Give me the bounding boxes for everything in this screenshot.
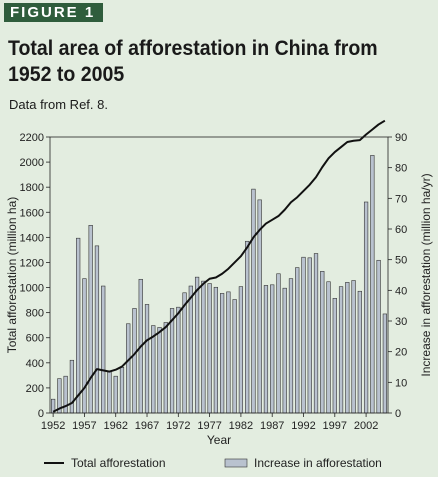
bar-2001: [357, 290, 362, 414]
bar-1996: [326, 281, 331, 414]
bar-1998: [338, 286, 344, 414]
left-tick-label: 1800: [20, 182, 44, 194]
legend-label-increase: Increase in afforestation: [254, 456, 382, 470]
left-tick-label: 1000: [20, 283, 44, 295]
bar-1963: [119, 367, 125, 414]
left-axis-title: Total afforestation (million ha): [5, 197, 19, 354]
bar-1992: [301, 256, 306, 414]
right-tick-label: 10: [395, 377, 407, 389]
bar-1961: [107, 371, 112, 414]
right-tick-label: 70: [395, 193, 407, 205]
right-tick-label: 50: [395, 255, 407, 267]
legend-label-total: Total afforestation: [71, 456, 166, 470]
x-tick-label: 1992: [291, 420, 315, 432]
left-tick-label: 1600: [20, 207, 44, 219]
bar-1964: [126, 323, 131, 414]
bar-1957: [82, 278, 87, 414]
x-tick-label: 2002: [354, 420, 378, 432]
bar-1986: [263, 285, 269, 414]
bar-1968: [151, 325, 156, 414]
left-tick-label: 0: [38, 408, 44, 420]
legend-bar-swatch: [224, 458, 248, 468]
bar-1987: [270, 284, 275, 414]
bar-2000: [351, 280, 356, 414]
bar-1979: [220, 293, 225, 414]
legend: Total afforestation Increase in afforesta…: [44, 456, 382, 470]
bar-1958: [88, 225, 93, 414]
bar-1959: [94, 245, 100, 414]
left-tick-label: 2200: [20, 132, 44, 144]
bar-1965: [132, 308, 137, 414]
bar-2003: [370, 155, 375, 414]
left-tick-label: 2000: [20, 157, 44, 169]
left-tick-label: 200: [26, 383, 44, 395]
chart-subtitle: Data from Ref. 8.: [9, 97, 108, 112]
x-tick-label: 1977: [197, 420, 221, 432]
right-tick-label: 40: [395, 285, 407, 297]
right-tick-label: 0: [395, 408, 401, 420]
right-tick-label: 60: [395, 224, 407, 236]
axes-layer: [46, 136, 392, 417]
x-tick-label: 1957: [72, 420, 96, 432]
bar-1981: [232, 299, 237, 414]
bar-1976: [201, 280, 206, 414]
bar-1995: [320, 271, 325, 414]
bar-1991: [295, 267, 300, 414]
bar-1977: [207, 283, 212, 414]
bar-2002: [363, 201, 369, 414]
x-tick-label: 1997: [323, 420, 347, 432]
bar-1974: [188, 285, 193, 414]
bar-1980: [226, 291, 231, 414]
bar-1956: [76, 237, 81, 414]
bar-2004: [376, 259, 381, 414]
plot-frame: [49, 136, 389, 414]
x-tick-label: 1967: [135, 420, 159, 432]
left-tick-label: 600: [26, 333, 44, 345]
x-tick-label: 1987: [260, 420, 284, 432]
left-tick-label: 800: [26, 308, 44, 320]
right-tick-label: 80: [395, 163, 407, 175]
bar-1982: [238, 286, 244, 414]
bar-1984: [251, 188, 256, 414]
right-tick-label: 20: [395, 347, 407, 359]
bars-layer: [51, 155, 387, 414]
bar-1973: [182, 292, 187, 414]
bar-1962: [113, 375, 118, 414]
bar-1972: [176, 306, 181, 414]
x-tick-label: 1982: [229, 420, 253, 432]
bar-1993: [307, 257, 312, 414]
x-tick-label: 1962: [103, 420, 127, 432]
bar-1960: [101, 285, 106, 414]
labels-layer: 0200400600800100012001400160018002000220…: [5, 132, 433, 447]
bar-1975: [194, 276, 200, 414]
bar-2005: [382, 313, 387, 414]
figure-label: FIGURE 1: [4, 3, 104, 22]
bar-1988: [276, 273, 281, 414]
bar-1971: [169, 308, 175, 414]
left-tick-label: 1400: [20, 232, 44, 244]
right-tick-label: 90: [395, 132, 407, 144]
bar-1983: [245, 240, 250, 414]
x-axis-title: Year: [207, 433, 231, 447]
bar-1970: [163, 322, 168, 414]
chart-title: Total area of afforestation in China fro…: [8, 37, 378, 86]
total-afforestation-line: [52, 119, 386, 413]
left-tick-label: 1200: [20, 257, 44, 269]
bar-1989: [282, 287, 287, 414]
bar-1999: [345, 282, 350, 414]
x-tick-label: 1972: [166, 420, 190, 432]
bar-1994: [313, 253, 319, 414]
right-axis-title: Increase in afforestation (million ha/yr…: [419, 173, 433, 376]
bar-1969: [157, 327, 162, 414]
x-tick-label: 1952: [41, 420, 65, 432]
bar-1967: [144, 304, 150, 414]
right-tick-label: 30: [395, 316, 407, 328]
bar-1990: [288, 278, 294, 414]
bar-1978: [213, 286, 218, 414]
left-tick-label: 400: [26, 358, 44, 370]
bar-1955: [69, 359, 75, 414]
bar-1997: [332, 298, 337, 414]
line-layer: [52, 119, 386, 413]
